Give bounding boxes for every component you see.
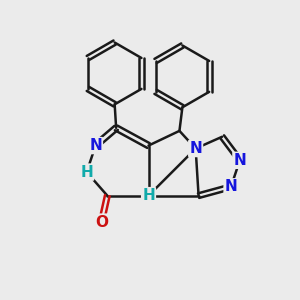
Text: N: N <box>225 179 237 194</box>
Text: N: N <box>233 153 246 168</box>
Text: H: H <box>142 188 155 203</box>
Text: N: N <box>89 138 102 153</box>
Text: O: O <box>95 214 108 230</box>
Text: N: N <box>189 141 202 156</box>
Text: H: H <box>80 165 93 180</box>
